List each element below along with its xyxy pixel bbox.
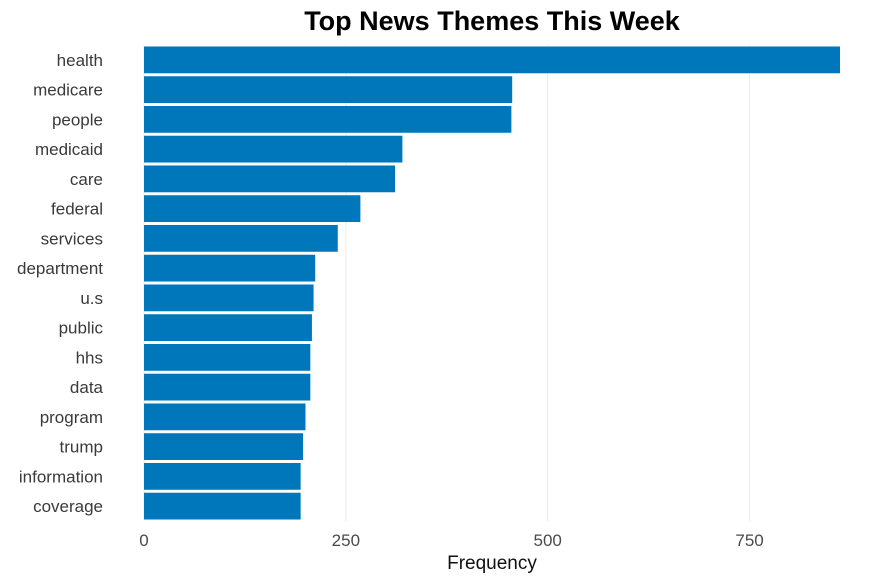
x-tick-label: 250 bbox=[332, 531, 360, 550]
bar-hhs bbox=[144, 343, 311, 371]
bar-information bbox=[144, 462, 301, 490]
x-tick-label: 750 bbox=[735, 531, 763, 550]
category-label: department bbox=[17, 259, 103, 278]
category-label: program bbox=[40, 408, 103, 427]
category-label: trump bbox=[60, 438, 103, 457]
category-label: medicare bbox=[33, 81, 103, 100]
bar-coverage bbox=[144, 492, 301, 520]
x-tick-labels: 0 250 500 750 bbox=[139, 531, 763, 550]
bar-medicare bbox=[144, 76, 513, 104]
category-label: health bbox=[57, 51, 103, 70]
x-axis-label: Frequency bbox=[447, 553, 537, 574]
x-tick-label: 0 bbox=[139, 531, 148, 550]
bar-medicaid bbox=[144, 135, 403, 163]
category-label: hhs bbox=[76, 348, 103, 367]
bar-public bbox=[144, 314, 312, 342]
category-label: coverage bbox=[33, 497, 103, 516]
category-label: information bbox=[19, 467, 103, 486]
bar-services bbox=[144, 224, 338, 252]
category-label: federal bbox=[51, 200, 103, 219]
bar-program bbox=[144, 403, 306, 431]
chart-title: Top News Themes This Week bbox=[304, 6, 681, 36]
category-label: care bbox=[70, 170, 103, 189]
bar-federal bbox=[144, 195, 361, 223]
x-tick-label: 500 bbox=[534, 531, 562, 550]
bar-data bbox=[144, 373, 311, 401]
category-label: u.s bbox=[80, 289, 103, 308]
category-label: services bbox=[41, 229, 103, 248]
bar-department bbox=[144, 254, 316, 282]
category-label: public bbox=[59, 319, 104, 338]
bar-care bbox=[144, 165, 396, 193]
bar-u-s bbox=[144, 284, 314, 312]
bar-trump bbox=[144, 433, 304, 461]
category-label: people bbox=[52, 110, 103, 129]
bars bbox=[144, 46, 840, 520]
category-label: data bbox=[70, 378, 104, 397]
category-label: medicaid bbox=[35, 140, 103, 159]
bar-people bbox=[144, 105, 512, 133]
category-labels: health medicare people medicaid care federal s… bbox=[17, 51, 104, 516]
bar-health bbox=[144, 46, 840, 74]
